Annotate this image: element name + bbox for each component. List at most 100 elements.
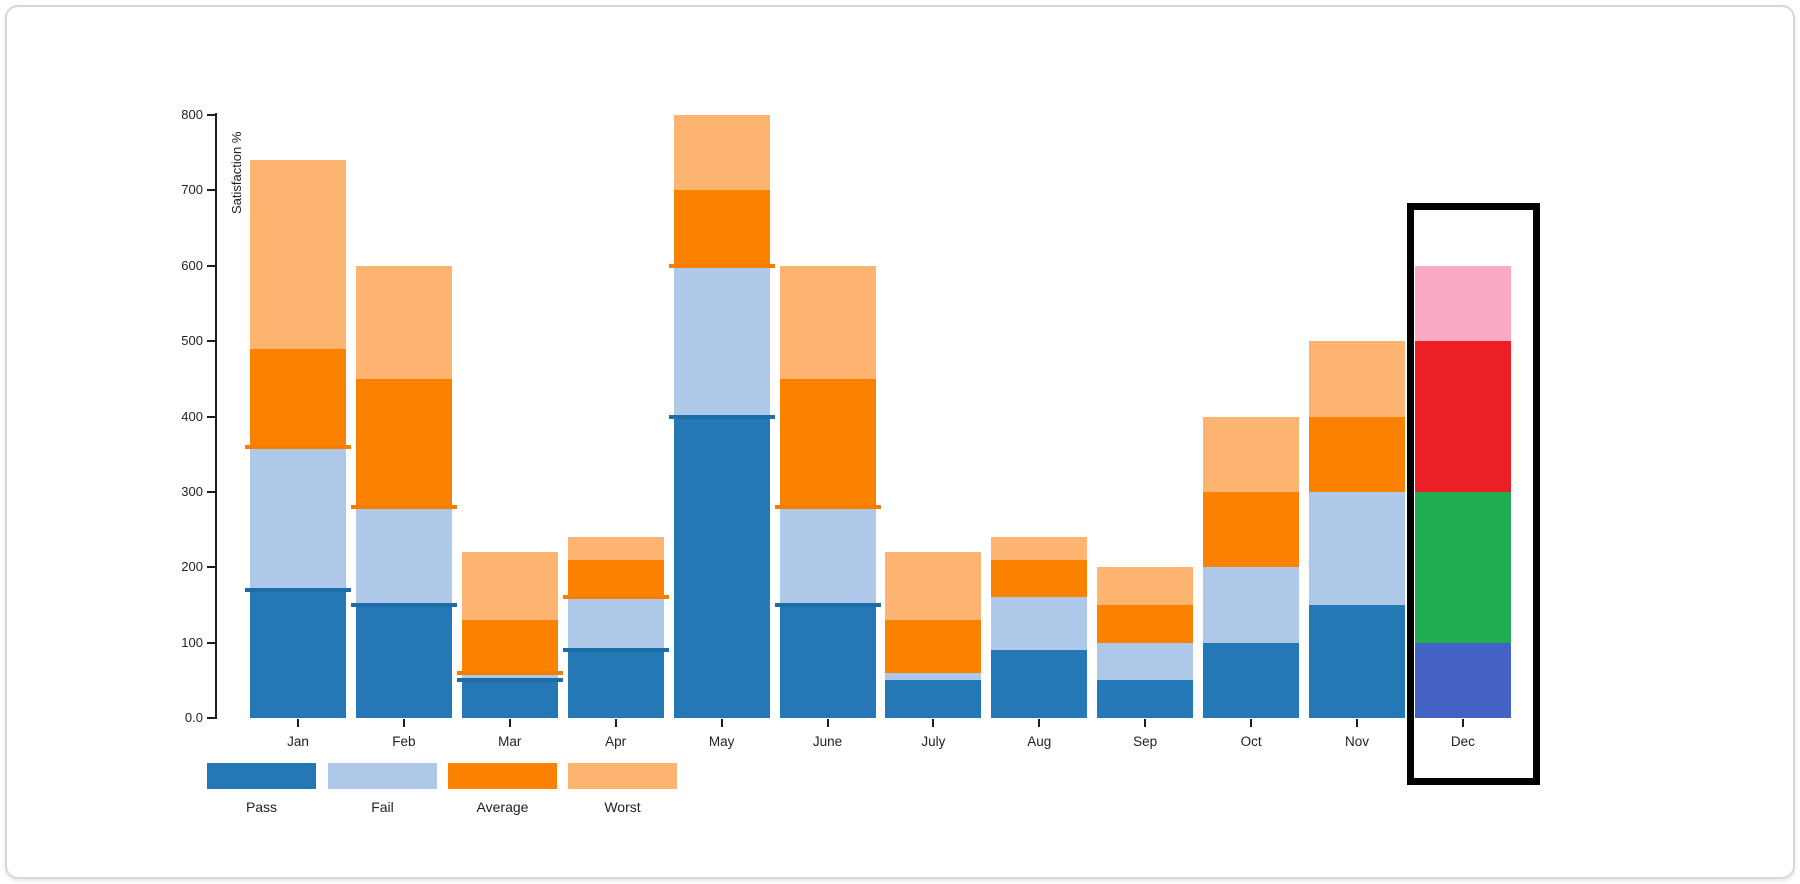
bar-segment-june-pass[interactable] bbox=[779, 604, 876, 718]
bar-segment-mar-worst[interactable] bbox=[461, 552, 558, 620]
y-axis-tick-label: 600 bbox=[181, 257, 203, 273]
x-axis-label-june: June bbox=[812, 734, 843, 749]
bar-segment-nov-average[interactable] bbox=[1309, 416, 1405, 492]
bar-segment-oct-worst[interactable] bbox=[1203, 416, 1300, 492]
x-axis-tick bbox=[826, 719, 829, 727]
bar-segment-sep-worst[interactable] bbox=[1097, 567, 1194, 605]
bar-segment-dec-average[interactable] bbox=[1414, 341, 1511, 492]
bar-segment-aug-average[interactable] bbox=[991, 559, 1088, 598]
average-bottom-mark-apr bbox=[562, 595, 669, 600]
bar-segment-july-average[interactable] bbox=[885, 620, 982, 673]
y-axis-tick bbox=[207, 641, 215, 644]
bar-segment-dec-fail[interactable] bbox=[1414, 491, 1511, 643]
y-axis-tick-label: 100 bbox=[181, 634, 203, 650]
x-axis-tick bbox=[1144, 719, 1147, 727]
y-axis-tick-label: 800 bbox=[181, 107, 203, 122]
y-axis-tick-label: 0.0 bbox=[184, 710, 203, 725]
x-axis-label-feb: Feb bbox=[392, 734, 416, 749]
bar-segment-nov-pass[interactable] bbox=[1309, 604, 1405, 718]
bar-segment-july-fail[interactable] bbox=[885, 672, 982, 681]
bar-segment-feb-worst[interactable] bbox=[355, 265, 452, 379]
bar-segment-apr-worst[interactable] bbox=[567, 537, 664, 560]
bar-segment-feb-pass[interactable] bbox=[355, 604, 452, 718]
bar-segment-nov-worst[interactable] bbox=[1309, 341, 1405, 417]
bar-segment-apr-average[interactable] bbox=[567, 559, 664, 598]
average-bottom-mark-june bbox=[774, 504, 881, 509]
y-axis-tick bbox=[207, 566, 215, 569]
x-axis-tick bbox=[1461, 719, 1464, 727]
bar-segment-sep-fail[interactable] bbox=[1097, 642, 1194, 681]
bar-segment-may-fail[interactable] bbox=[673, 265, 770, 417]
x-axis-label-dec: Dec bbox=[1450, 734, 1475, 749]
y-axis-title: Satisfaction % bbox=[229, 131, 244, 214]
x-axis-label-aug: Aug bbox=[1027, 734, 1052, 749]
x-axis-tick bbox=[508, 719, 511, 727]
legend-swatch-fail[interactable] bbox=[328, 763, 437, 789]
pass-top-mark-feb bbox=[350, 602, 457, 607]
y-axis-tick bbox=[207, 264, 215, 267]
bar-segment-apr-pass[interactable] bbox=[567, 650, 664, 718]
bar-segment-jan-pass[interactable] bbox=[250, 589, 346, 718]
bar-segment-sep-average[interactable] bbox=[1097, 604, 1194, 643]
bar-segment-july-pass[interactable] bbox=[885, 680, 982, 718]
bar-segment-oct-fail[interactable] bbox=[1203, 567, 1300, 643]
bar-segment-oct-average[interactable] bbox=[1203, 491, 1300, 568]
bar-segment-mar-fail[interactable] bbox=[461, 672, 558, 681]
bar-segment-feb-fail[interactable] bbox=[355, 506, 452, 605]
bar-segment-aug-pass[interactable] bbox=[991, 650, 1088, 718]
pass-top-mark-apr bbox=[562, 648, 669, 653]
pass-top-mark-mar bbox=[456, 678, 563, 683]
bar-segment-apr-fail[interactable] bbox=[567, 597, 664, 651]
bar-segment-mar-average[interactable] bbox=[461, 620, 558, 673]
y-axis-tick bbox=[207, 340, 215, 343]
legend-swatch-pass[interactable] bbox=[207, 763, 316, 789]
bar-segment-mar-pass[interactable] bbox=[461, 680, 558, 718]
bar-segment-may-average[interactable] bbox=[673, 190, 770, 266]
bar-segment-aug-fail[interactable] bbox=[991, 597, 1088, 651]
bar-segment-jan-fail[interactable] bbox=[250, 446, 346, 590]
y-axis-tick bbox=[207, 114, 215, 116]
y-axis-tick-label: 500 bbox=[181, 333, 203, 349]
y-axis-tick-label: 400 bbox=[181, 408, 203, 424]
bar-segment-oct-pass[interactable] bbox=[1203, 642, 1300, 718]
legend-swatch-worst[interactable] bbox=[568, 763, 677, 789]
x-axis-label-july: July bbox=[921, 734, 946, 749]
x-axis-tick bbox=[1250, 719, 1253, 727]
bar-segment-feb-average[interactable] bbox=[355, 378, 452, 507]
bar-segment-jan-average[interactable] bbox=[250, 348, 346, 447]
y-axis-tick bbox=[207, 490, 215, 493]
legend-label-worst[interactable]: Worst bbox=[604, 799, 641, 815]
average-bottom-mark-may bbox=[668, 263, 775, 268]
bar-segment-june-average[interactable] bbox=[779, 378, 876, 507]
x-axis-tick bbox=[1356, 719, 1358, 727]
y-axis-tick bbox=[207, 189, 215, 192]
bar-segment-dec-worst[interactable] bbox=[1414, 265, 1511, 342]
x-axis-tick bbox=[932, 719, 935, 727]
y-axis-tick bbox=[207, 415, 215, 418]
y-axis-tick bbox=[207, 717, 215, 719]
x-axis-tick bbox=[1038, 719, 1041, 727]
bar-segment-june-fail[interactable] bbox=[779, 506, 876, 605]
bar-segment-may-pass[interactable] bbox=[673, 416, 770, 718]
legend-label-pass[interactable]: Pass bbox=[245, 799, 278, 815]
bar-segment-july-worst[interactable] bbox=[885, 552, 982, 620]
bar-segment-aug-worst[interactable] bbox=[991, 537, 1088, 560]
x-axis-label-sep: Sep bbox=[1133, 734, 1158, 749]
y-axis-line bbox=[215, 113, 217, 719]
bar-segment-dec-pass[interactable] bbox=[1414, 642, 1511, 718]
x-axis-label-oct: Oct bbox=[1240, 734, 1262, 749]
average-bottom-mark-jan bbox=[245, 444, 351, 449]
pass-top-mark-may bbox=[668, 414, 775, 419]
bar-segment-sep-pass[interactable] bbox=[1097, 680, 1194, 718]
legend-label-fail[interactable]: Fail bbox=[371, 799, 394, 815]
x-axis-tick bbox=[720, 719, 723, 727]
x-axis-label-jan: Jan bbox=[287, 734, 309, 749]
bar-segment-june-worst[interactable] bbox=[779, 265, 876, 379]
legend-label-average[interactable]: Average bbox=[476, 799, 529, 815]
bar-segment-jan-worst[interactable] bbox=[250, 160, 346, 349]
legend-swatch-average[interactable] bbox=[448, 763, 557, 789]
x-axis-tick bbox=[402, 719, 405, 727]
bar-segment-may-worst[interactable] bbox=[673, 115, 770, 191]
bar-segment-nov-fail[interactable] bbox=[1309, 491, 1405, 605]
